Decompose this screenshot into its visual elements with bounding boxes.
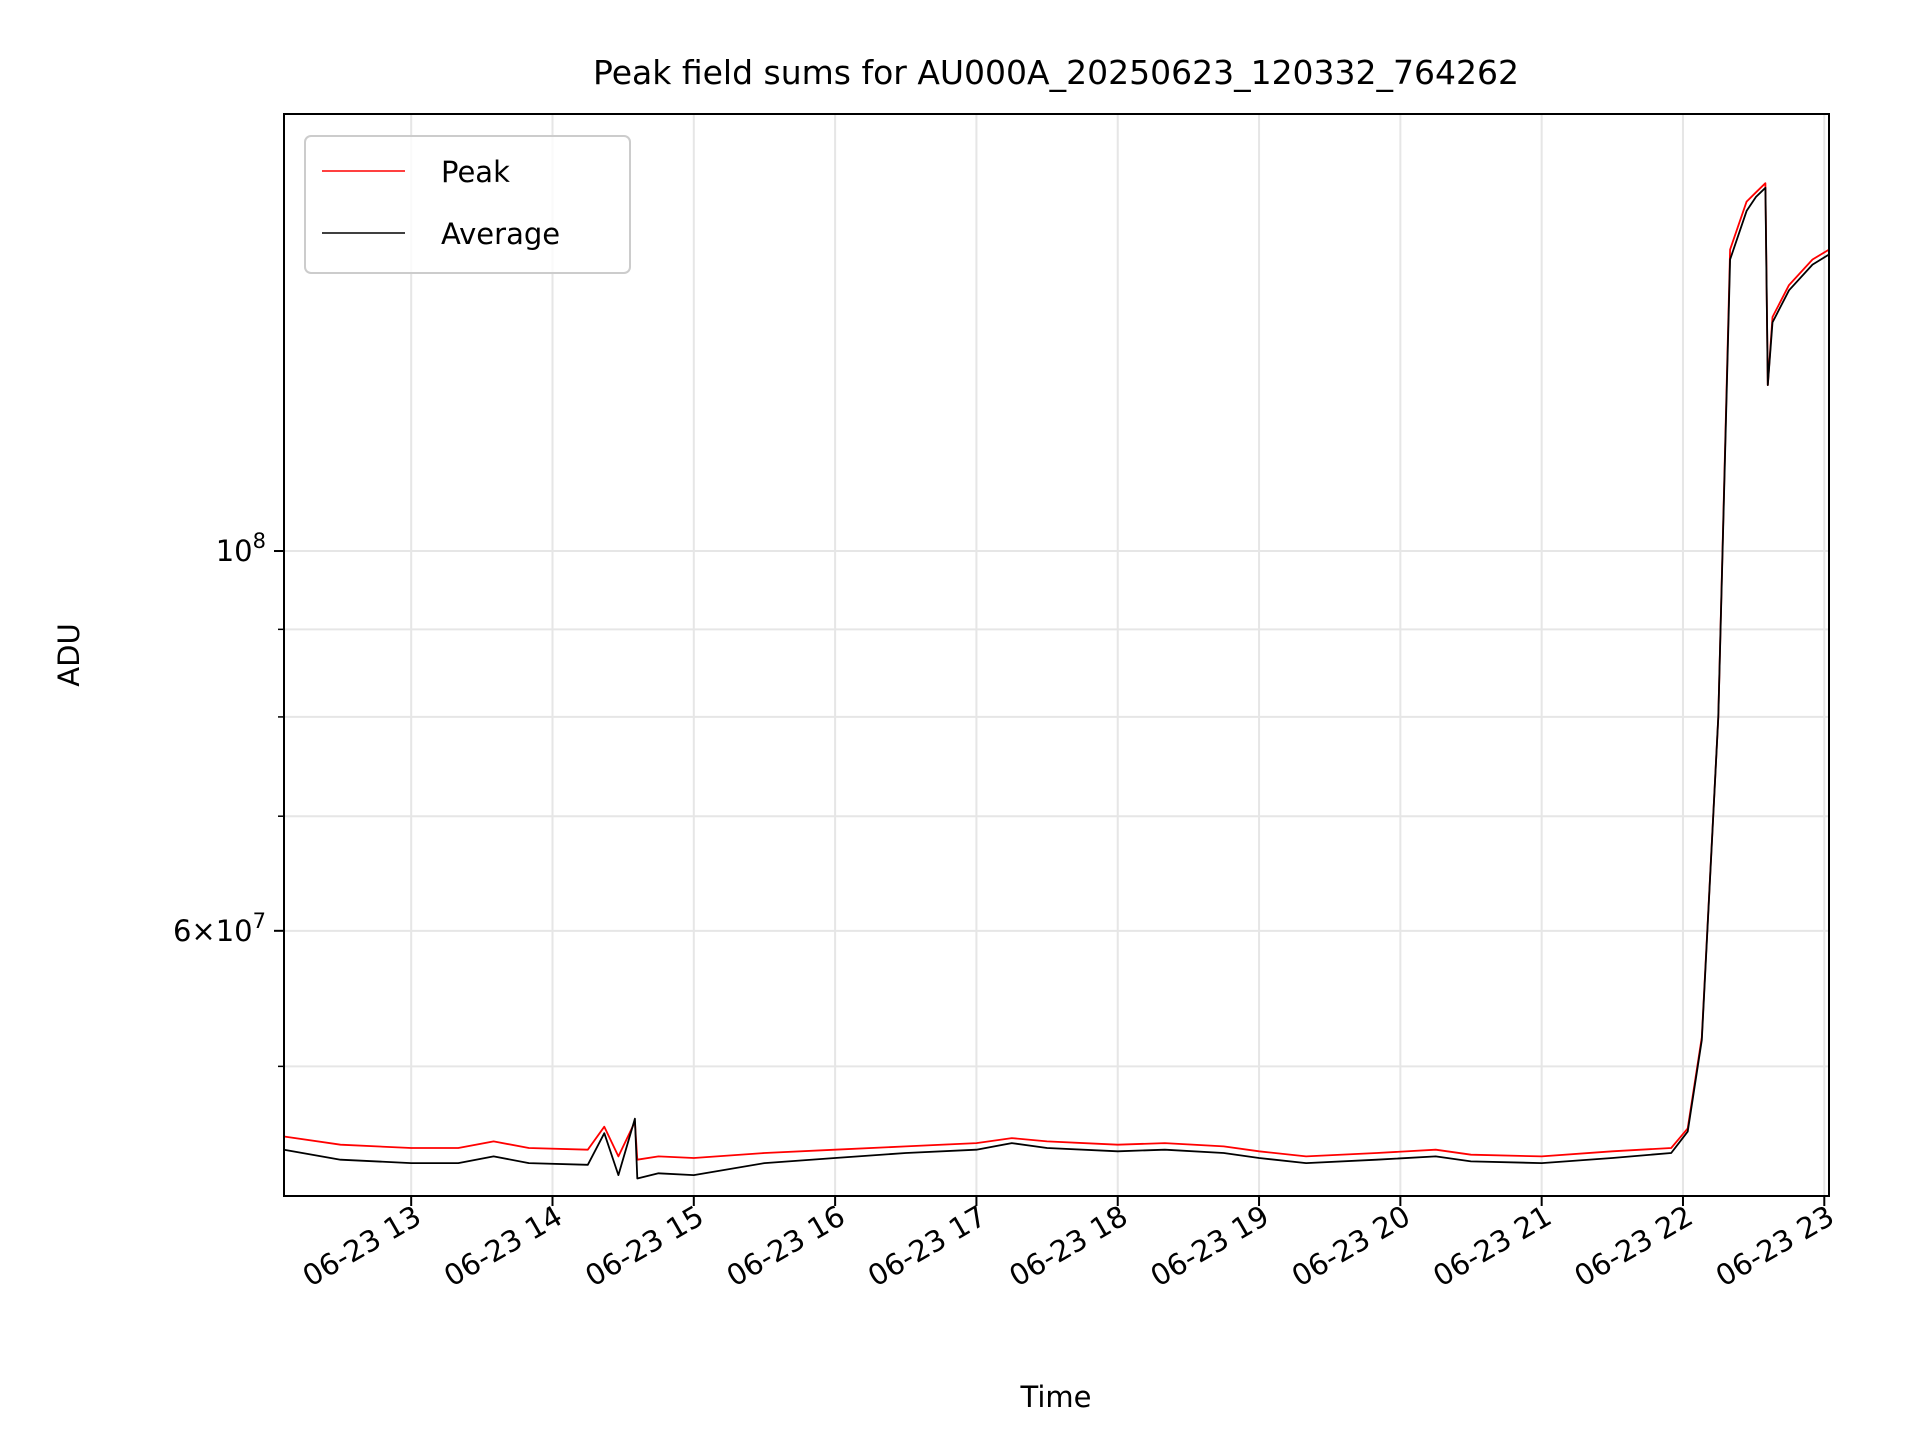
y-tick-label: 6×107 [173, 909, 266, 948]
y-axis-label: ADU [52, 623, 86, 686]
plot-frame [283, 113, 1830, 1197]
y-tick-label: 108 [216, 529, 266, 568]
legend-label-average: Average [441, 217, 560, 251]
legend-label-peak: Peak [441, 155, 510, 189]
series-line-peak [283, 182, 1830, 1161]
grid-lines [284, 114, 1829, 1196]
x-axis-label: Time [1020, 1380, 1092, 1414]
chart-title: Peak field sums for AU000A_20250623_1203… [593, 53, 1519, 92]
series-line-average [283, 186, 1830, 1180]
series-lines [283, 182, 1830, 1180]
legend: Peak Average [304, 135, 631, 274]
